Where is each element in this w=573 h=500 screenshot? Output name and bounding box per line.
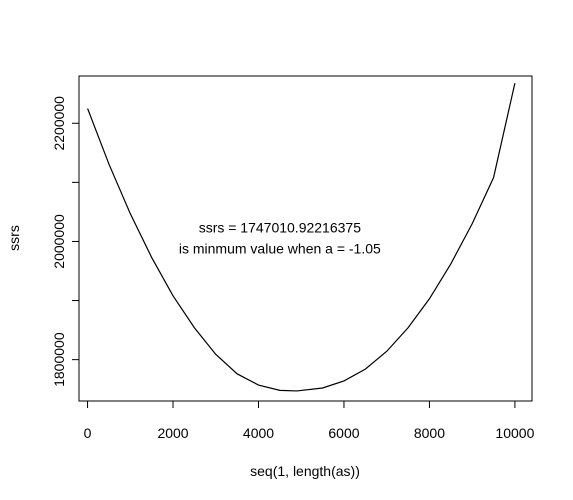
x-tick-label: 2000 — [157, 425, 188, 441]
x-tick-label: 10000 — [495, 425, 534, 441]
x-axis: 0 2000 4000 6000 8000 10000 — [84, 400, 535, 441]
y-axis: 1800000 2000000 2200000 — [51, 96, 80, 387]
series-line — [87, 82, 516, 392]
annotations: ssrs = 1747010.92216375 is minmum value w… — [179, 220, 381, 257]
x-axis-title: seq(1, length(as)) — [250, 463, 360, 479]
annotation-text: ssrs = 1747010.92216375 — [199, 220, 362, 236]
y-tick-label: 1800000 — [51, 332, 67, 387]
y-tick-label: 2200000 — [51, 96, 67, 151]
x-tick-label: 6000 — [328, 425, 359, 441]
y-axis-title: ssrs — [6, 225, 22, 251]
annotation-text: is minmum value when a = -1.05 — [179, 240, 381, 256]
y-tick-label: 2000000 — [51, 214, 67, 269]
x-tick-label: 0 — [84, 425, 92, 441]
x-tick-label: 8000 — [414, 425, 445, 441]
x-tick-label: 4000 — [243, 425, 274, 441]
